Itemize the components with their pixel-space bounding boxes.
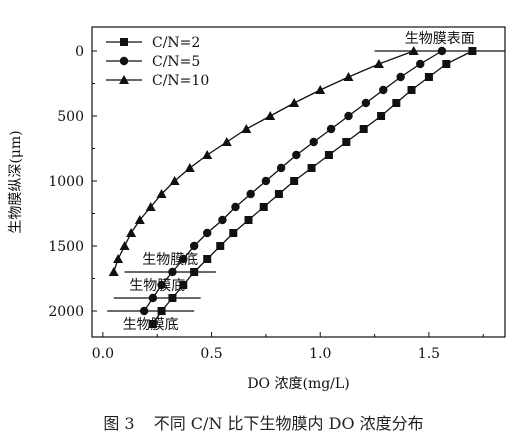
data-point bbox=[168, 267, 177, 277]
data-point bbox=[259, 203, 268, 211]
legend-marker bbox=[119, 56, 129, 66]
data-point bbox=[108, 267, 119, 276]
data-point bbox=[442, 60, 451, 68]
data-point bbox=[292, 150, 301, 160]
data-point bbox=[343, 72, 354, 81]
legend-label: C/N=5 bbox=[152, 54, 200, 70]
data-point bbox=[221, 137, 232, 146]
data-point bbox=[203, 228, 212, 238]
figure-caption: 图 3 不同 C/N 比下生物膜内 DO 浓度分布 bbox=[0, 410, 527, 434]
data-point bbox=[344, 111, 353, 121]
y-axis: 0 500 1000 1500 2000 bbox=[48, 44, 97, 320]
data-point bbox=[309, 137, 318, 147]
data-point bbox=[126, 228, 137, 237]
series-group bbox=[108, 46, 477, 328]
data-point bbox=[119, 241, 130, 250]
data-point bbox=[274, 190, 283, 198]
x-tick-label: 0.5 bbox=[200, 346, 222, 362]
y-tick-label: 2000 bbox=[48, 304, 84, 320]
data-point bbox=[246, 189, 255, 199]
data-point bbox=[315, 85, 326, 94]
data-point bbox=[424, 73, 433, 81]
data-point bbox=[276, 163, 286, 173]
data-point bbox=[202, 150, 213, 159]
data-point bbox=[289, 98, 300, 107]
x-tick-label: 1.0 bbox=[309, 346, 331, 362]
data-point bbox=[156, 189, 167, 198]
data-point bbox=[361, 98, 371, 108]
figure-caption-text: 不同 C/N 比下生物膜内 DO 浓度分布 bbox=[153, 414, 424, 433]
data-point bbox=[168, 294, 177, 302]
data-point bbox=[342, 138, 351, 146]
legend: C/N=2 C/N=5 C/N=10 bbox=[106, 35, 209, 89]
data-point bbox=[179, 281, 188, 289]
data-point bbox=[290, 177, 299, 185]
data-point bbox=[179, 254, 188, 264]
data-point bbox=[326, 124, 336, 134]
data-point bbox=[324, 151, 333, 159]
y-axis-label: 生物膜纵深(μm) bbox=[8, 130, 24, 233]
data-point bbox=[157, 280, 166, 290]
data-point bbox=[184, 163, 195, 172]
data-point bbox=[134, 215, 145, 224]
legend-marker bbox=[119, 75, 129, 84]
annotation-label: 生物膜底 bbox=[142, 252, 198, 268]
data-point bbox=[265, 111, 276, 120]
plot-frame bbox=[91, 26, 506, 338]
data-point bbox=[157, 307, 166, 315]
annotation-label: 生物膜底 bbox=[129, 278, 185, 294]
data-point bbox=[169, 176, 180, 185]
data-point bbox=[377, 112, 386, 120]
x-tick-label: 1.5 bbox=[418, 346, 440, 362]
data-point bbox=[307, 164, 316, 172]
x-axis: 0.0 0.5 1.0 1.5 bbox=[92, 332, 484, 362]
legend-marker bbox=[120, 38, 128, 46]
data-point bbox=[359, 125, 368, 133]
data-point bbox=[468, 47, 477, 55]
data-point bbox=[373, 59, 384, 68]
plot-border bbox=[91, 26, 506, 338]
data-point bbox=[216, 242, 225, 250]
data-point bbox=[231, 202, 240, 212]
series-line bbox=[152, 50, 473, 325]
data-point bbox=[396, 72, 405, 82]
data-point bbox=[392, 99, 401, 107]
x-tick-label: 0.0 bbox=[92, 346, 114, 362]
data-point bbox=[407, 86, 416, 94]
data-point bbox=[145, 202, 156, 211]
legend-label: C/N=10 bbox=[152, 73, 209, 89]
y-tick-label: 500 bbox=[57, 109, 84, 125]
series-c-n-2 bbox=[148, 47, 477, 328]
data-point bbox=[244, 216, 253, 224]
y-tick-label: 1500 bbox=[48, 239, 84, 255]
data-point bbox=[261, 176, 271, 186]
data-point bbox=[218, 215, 227, 225]
series-c-n-5 bbox=[139, 46, 447, 316]
data-point bbox=[416, 59, 425, 69]
data-point bbox=[148, 320, 157, 328]
figure-number: 图 3 bbox=[103, 414, 135, 433]
y-tick-label: 1000 bbox=[48, 174, 84, 190]
data-point bbox=[203, 255, 212, 263]
data-point bbox=[190, 268, 199, 276]
data-point bbox=[379, 85, 388, 95]
data-point bbox=[113, 254, 124, 263]
legend-label: C/N=2 bbox=[152, 35, 200, 51]
data-point bbox=[437, 46, 447, 56]
data-point bbox=[139, 306, 149, 316]
data-point bbox=[189, 241, 199, 251]
x-axis-label: DO 浓度(mg/L) bbox=[247, 376, 349, 392]
series-c-n-10 bbox=[108, 46, 419, 276]
y-tick-label: 0 bbox=[75, 44, 84, 60]
data-point bbox=[241, 124, 252, 133]
data-point bbox=[229, 229, 238, 237]
data-point bbox=[148, 293, 158, 303]
annotation-label: 生物膜表面 bbox=[405, 31, 475, 47]
data-point bbox=[408, 46, 419, 55]
